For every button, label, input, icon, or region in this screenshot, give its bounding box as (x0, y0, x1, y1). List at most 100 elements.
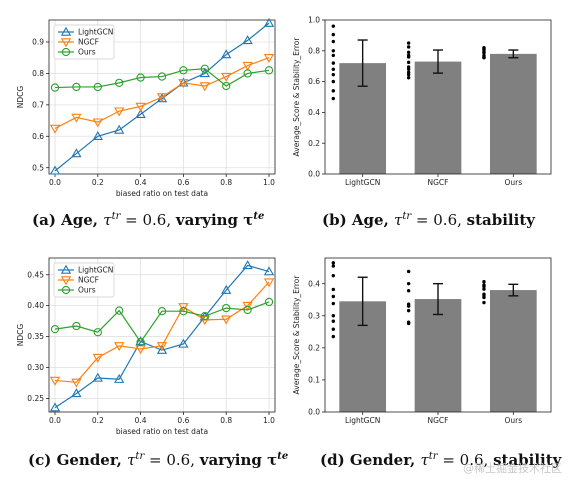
bar-chart-b: 0.0 0.2 0.4 0.6 0.8 1.0 LightGCN NGCF Ours Averag… (292, 16, 552, 187)
series-point-ours (50, 83, 60, 92)
series-point-ours (179, 307, 188, 316)
plot-frame (324, 19, 552, 175)
data-point (331, 39, 336, 44)
series-point-lightgcn (242, 35, 253, 45)
data-point (406, 45, 411, 49)
series-point-lightgcn (49, 165, 61, 175)
series-point-ours (200, 311, 209, 321)
data-point (482, 292, 486, 296)
series-line-ngcf (54, 57, 270, 129)
legend-marker (60, 38, 72, 48)
bar-ngcf (414, 61, 462, 174)
data-point (406, 60, 411, 65)
legend-label: Ours (78, 48, 96, 57)
x-tick-label: 0.6 (177, 178, 189, 187)
series-point-lightgcn (263, 266, 275, 276)
caption-d: (d) Gender, τtr = 0.6, stability (320, 451, 563, 469)
y-tick-label: 0.0 (308, 408, 320, 417)
series-point-ours (93, 328, 102, 337)
data-point (331, 72, 336, 77)
series-point-ours (157, 72, 167, 81)
bar-ours (489, 53, 537, 174)
series-point-ngcf (49, 376, 61, 386)
plot-frame (324, 257, 552, 413)
y-tick-label: 0.1 (308, 376, 320, 385)
data-point (331, 49, 336, 53)
series-point-lightgcn (242, 260, 253, 270)
y-tick-label: 0.3 (308, 311, 320, 320)
plot-frame (48, 19, 276, 175)
y-tick-label: 0.6 (308, 77, 320, 86)
series-point-ngcf (49, 124, 61, 134)
series-point-ngcf (156, 93, 168, 103)
series-point-ngcf (114, 107, 125, 117)
series-point-ngcf (221, 315, 232, 325)
data-point (331, 327, 336, 331)
x-tick-label: NGCF (428, 178, 449, 187)
data-point (406, 65, 411, 69)
series-point-ours (264, 297, 274, 307)
x-tick-label: 0.2 (92, 416, 104, 425)
series-point-ours (136, 73, 145, 82)
data-point (406, 320, 411, 324)
series-point-ours (157, 307, 167, 316)
x-axis-label: biased ratio on test data (116, 189, 208, 198)
data-point (406, 76, 411, 80)
caption-c: (c) Gender, τtr = 0.6, varying τte (28, 451, 288, 469)
y-tick-label: 0.35 (27, 332, 44, 341)
series-point-ngcf (178, 303, 189, 313)
x-tick-label: 1.0 (263, 416, 275, 425)
data-point (331, 24, 336, 28)
data-point (331, 314, 336, 318)
series-point-lightgcn (221, 49, 232, 59)
series-point-lightgcn (156, 344, 168, 354)
bar-chart-d: 0.0 0.1 0.2 0.3 0.4 LightGCN NGCF Ours Average_S… (292, 257, 552, 425)
series-point-ngcf (92, 118, 103, 128)
series-point-ngcf (263, 54, 275, 64)
series-line-lightgcn (54, 22, 270, 172)
series-line-ours (54, 301, 270, 344)
series-point-ngcf (263, 278, 275, 288)
series-point-lightgcn (114, 373, 125, 383)
series-point-ngcf (114, 342, 125, 352)
series-point-ours (200, 64, 209, 73)
y-tick-label: 0.8 (308, 46, 320, 55)
data-point (331, 79, 336, 84)
line-chart-a: 0.0 0.2 0.4 0.6 0.8 1.0 0.5 0.6 0.7 0.8 0.9 LightGC… (16, 17, 276, 198)
data-point (331, 261, 336, 265)
data-point (331, 334, 336, 339)
series-point-ngcf (199, 82, 210, 92)
series-line-ours (54, 68, 270, 89)
data-point (482, 53, 486, 58)
data-point (331, 53, 336, 58)
y-tick-label: 0.0 (308, 170, 320, 179)
series-point-lightgcn (49, 402, 61, 412)
series-line-ngcf (54, 281, 270, 383)
data-point (331, 96, 336, 101)
data-point (406, 302, 411, 306)
x-tick-label: Ours (505, 416, 523, 425)
x-tick-label: 0.2 (92, 178, 104, 187)
x-tick-label: 0.4 (135, 178, 147, 187)
y-axis-label: NDCG (16, 86, 25, 109)
series-point-lightgcn (92, 372, 103, 382)
y-axis-label: Average_Score & Stability_Error (292, 275, 301, 395)
x-tick-label: 1.0 (263, 178, 275, 187)
legend-marker (60, 276, 72, 286)
x-tick-label: 0.0 (49, 416, 61, 425)
series-point-ngcf (71, 378, 82, 388)
y-tick-label: 0.4 (308, 279, 320, 288)
series-point-lightgcn (114, 124, 125, 134)
x-tick-label: NGCF (428, 416, 449, 425)
x-tick-label: LightGCN (345, 416, 380, 425)
series-point-ngcf (242, 301, 253, 311)
legend-marker (60, 264, 72, 274)
legend-marker (61, 285, 71, 295)
series-point-ngcf (242, 61, 253, 71)
data-point (331, 287, 336, 292)
series-point-ours (243, 305, 252, 315)
data-point (406, 53, 411, 58)
y-tick-label: 0.8 (32, 69, 44, 78)
data-point (331, 301, 336, 306)
